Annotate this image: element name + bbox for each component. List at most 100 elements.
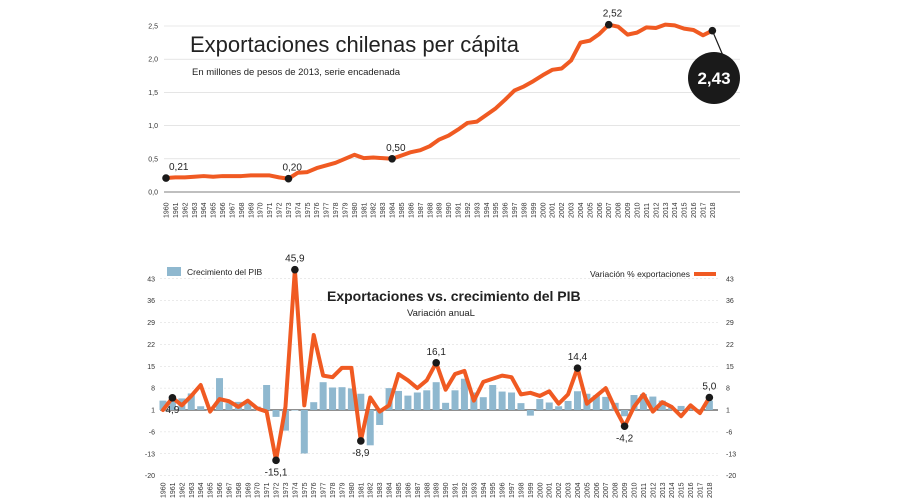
- gdp-bar: [649, 396, 657, 410]
- bottom-x-tick-label: 2000: [537, 482, 544, 498]
- bottom-x-tick-label: 1985: [396, 482, 403, 498]
- top-x-tick-label: 1976: [314, 202, 321, 218]
- legend-bar-swatch: [167, 267, 181, 276]
- top-x-tick-label: 2011: [644, 203, 651, 218]
- gdp-bar: [677, 405, 685, 410]
- top-x-tick-label: 1996: [503, 202, 510, 218]
- bottom-annotation-label: 4,9: [165, 405, 179, 416]
- bottom-x-tick-label: 1981: [358, 482, 365, 498]
- top-x-tick-label: 1964: [201, 202, 208, 218]
- bottom-x-tick-label: 2002: [556, 482, 563, 498]
- top-x-tick-label: 1987: [418, 202, 425, 218]
- top-x-tick-label: 2018: [710, 202, 717, 218]
- gdp-bar: [687, 407, 695, 410]
- bottom-x-tick-label: 2015: [679, 482, 686, 498]
- bottom-x-tick-label: 1993: [471, 482, 478, 498]
- gdp-bar: [630, 395, 638, 410]
- top-y-tick-label: 2,5: [148, 24, 158, 31]
- top-x-tick-label: 2017: [700, 202, 707, 218]
- bottom-y-tick-label-right: 1: [726, 408, 730, 415]
- bottom-y-tick-label-right: 29: [726, 320, 734, 327]
- top-x-tick-label: 1995: [493, 202, 500, 218]
- bottom-x-tick-label: 1962: [179, 482, 186, 498]
- gdp-bar: [498, 391, 506, 410]
- gdp-bar: [658, 400, 666, 410]
- top-x-tick-label: 2012: [653, 202, 660, 218]
- gdp-bar: [159, 400, 167, 410]
- bottom-x-tick-label: 1975: [302, 482, 309, 498]
- top-x-tick-label: 2016: [691, 202, 698, 218]
- gdp-bar: [442, 402, 450, 410]
- bottom-y-tick-label-left: 8: [151, 386, 155, 393]
- bottom-x-tick-label: 1973: [283, 482, 290, 498]
- top-x-tick-label: 1963: [192, 202, 199, 218]
- bottom-annotation-label: 16,1: [426, 347, 446, 358]
- bottom-chart-subtitle: Variación anuaL: [407, 308, 475, 319]
- top-x-tick-label: 1982: [371, 202, 378, 218]
- bottom-x-tick-label: 2005: [584, 482, 591, 498]
- bottom-x-tick-label: 1995: [490, 482, 497, 498]
- top-x-tick-label: 1970: [258, 202, 265, 218]
- top-x-tick-label: 2001: [550, 202, 557, 218]
- bottom-x-tick-label: 1999: [528, 482, 535, 498]
- bottom-x-tick-label: 2011: [641, 483, 648, 498]
- gdp-bar: [602, 396, 610, 410]
- top-x-tick-label: 1977: [324, 202, 331, 218]
- bottom-annotation-marker: [357, 437, 365, 445]
- top-y-axis: 0,0 0,5 1,0 1,5 2,0 2,5: [148, 24, 158, 197]
- bottom-annotation-label: 14,4: [568, 352, 588, 363]
- top-x-tick-label: 2015: [682, 202, 689, 218]
- gdp-bar: [479, 397, 487, 410]
- top-annotation-label: 0,20: [282, 163, 302, 174]
- gdp-bar: [413, 392, 421, 410]
- bottom-x-tick-label: 1960: [161, 482, 168, 498]
- bottom-x-tick-label: 2012: [650, 482, 657, 498]
- top-x-tick-label: 2013: [663, 202, 670, 218]
- gdp-bar: [168, 398, 176, 410]
- gdp-bar: [300, 410, 308, 454]
- top-y-tick-label: 1,0: [148, 123, 158, 130]
- gdp-bar: [536, 399, 544, 410]
- highlight-bubble: [688, 52, 740, 104]
- gdp-bar: [545, 402, 553, 410]
- top-x-tick-label: 2000: [540, 202, 547, 218]
- top-y-tick-label: 2,0: [148, 57, 158, 64]
- bottom-y-tick-label-right: 22: [726, 342, 734, 349]
- bottom-annotation-label: -15,1: [265, 467, 288, 478]
- top-annotation-marker: [162, 174, 170, 182]
- bottom-annotation-label: -8,9: [352, 448, 370, 459]
- bottom-x-tick-label: 2013: [660, 482, 667, 498]
- bottom-x-tick-label: 1998: [518, 482, 525, 498]
- bottom-x-tick-label: 2018: [707, 482, 714, 498]
- bottom-y-tick-label-left: -13: [145, 451, 155, 458]
- bottom-x-tick-label: 1966: [217, 482, 224, 498]
- top-x-tick-label: 2007: [606, 202, 613, 218]
- bottom-x-tick-label: 1978: [330, 482, 337, 498]
- top-chart-title: Exportaciones chilenas per cápita: [190, 32, 520, 57]
- bottom-y-tick-label-right: 36: [726, 298, 734, 305]
- legend-bar: Crecimiento del PIB: [167, 267, 262, 277]
- legend-line: Variación % exportaciones: [590, 269, 716, 279]
- top-x-tick-label: 1960: [164, 202, 171, 218]
- top-x-tick-label: 1985: [399, 202, 406, 218]
- top-x-tick-label: 1997: [512, 202, 519, 218]
- gdp-bar: [517, 403, 525, 410]
- bottom-x-axis: 1960 1961 1962 1963 1964 1965 1966 1967 1968 1969…: [161, 482, 714, 498]
- gdp-bar: [423, 390, 431, 410]
- bottom-y-tick-label-right: -6: [726, 429, 732, 436]
- top-annotation-marker: [388, 155, 396, 163]
- top-x-tick-label: 1991: [456, 202, 463, 218]
- top-x-tick-label: 1972: [277, 202, 284, 218]
- bottom-x-tick-label: 2010: [632, 482, 639, 498]
- bottom-annotation-label: 45,9: [285, 254, 305, 265]
- top-x-tick-label: 1998: [521, 202, 528, 218]
- bottom-x-tick-label: 1994: [481, 482, 488, 498]
- top-x-tick-label: 1983: [380, 202, 387, 218]
- bottom-x-tick-label: 1961: [170, 482, 177, 498]
- bottom-annotation-marker: [168, 394, 177, 402]
- gdp-bar: [489, 385, 497, 410]
- gdp-bar: [564, 400, 572, 410]
- bottom-x-tick-label: 1982: [368, 482, 375, 498]
- top-annotation-marker: [604, 20, 613, 29]
